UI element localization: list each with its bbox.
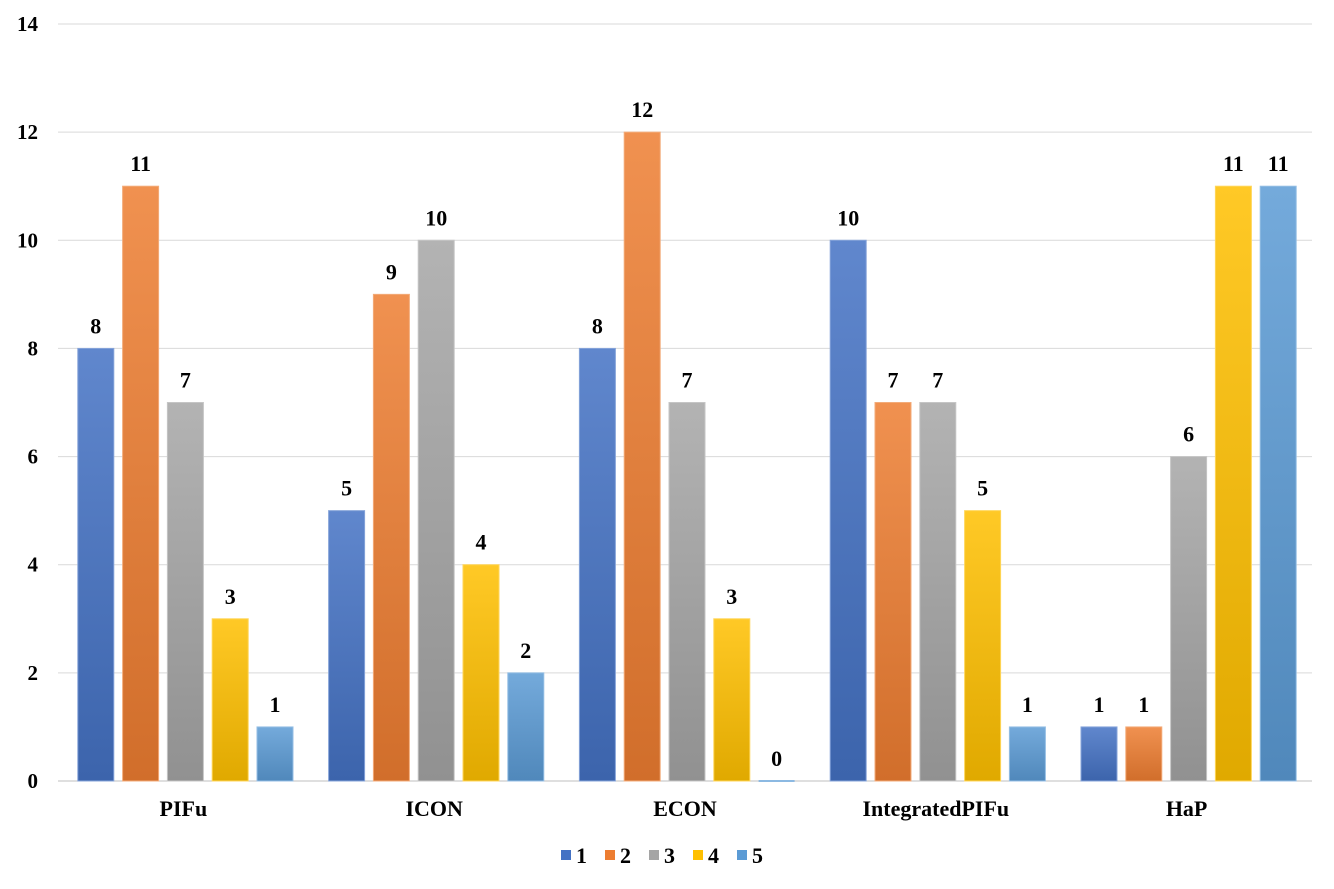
data-label: 0 (771, 746, 782, 771)
legend-swatch (693, 850, 703, 860)
data-label: 10 (837, 205, 859, 230)
bar-ECON-series-4 (713, 618, 751, 782)
bar-HaP-series-1 (1080, 726, 1118, 782)
data-label: 8 (90, 313, 101, 338)
bar-ECON-series-1 (578, 347, 616, 782)
bars (77, 131, 1297, 782)
bar-PIFu-series-5 (256, 726, 294, 782)
bar-ECON-series-3 (668, 402, 706, 782)
y-tick-label: 0 (28, 769, 39, 793)
data-label: 11 (1268, 151, 1289, 176)
data-label: 5 (341, 476, 352, 501)
data-label: 10 (425, 205, 447, 230)
legend-label: 2 (620, 843, 631, 868)
bar-ICON-series-4 (462, 564, 500, 782)
legend-swatch (605, 850, 615, 860)
bar-IntegratedPIFu-series-4 (964, 510, 1002, 782)
data-label: 7 (682, 368, 693, 393)
legend-swatch (649, 850, 659, 860)
data-label: 3 (726, 584, 737, 609)
legend-label: 5 (752, 843, 763, 868)
data-label: 5 (977, 476, 988, 501)
x-category-label: IntegratedPIFu (862, 796, 1009, 821)
bar-ICON-series-2 (372, 293, 410, 782)
bar-HaP-series-5 (1259, 185, 1297, 782)
data-label: 6 (1183, 422, 1194, 447)
legend: 1 2 3 4 5 (561, 843, 763, 868)
data-label: 1 (1138, 692, 1149, 717)
bar-IntegratedPIFu-series-1 (829, 239, 867, 782)
data-label: 9 (386, 259, 397, 284)
data-label: 1 (270, 692, 281, 717)
bar-PIFu-series-2 (122, 185, 160, 782)
bar-IntegratedPIFu-series-2 (874, 402, 912, 782)
x-axis: PIFu ICON ECON IntegratedPIFu HaP (160, 796, 1208, 821)
data-label: 7 (932, 368, 943, 393)
bar-ICON-series-1 (328, 510, 366, 782)
bar-HaP-series-3 (1170, 456, 1208, 782)
bar-ICON-series-5 (507, 672, 545, 782)
data-label: 3 (225, 584, 236, 609)
bar-PIFu-series-1 (77, 347, 115, 782)
bar-IntegratedPIFu-series-5 (1008, 726, 1046, 782)
y-tick-label: 12 (17, 120, 38, 144)
legend-swatch (561, 850, 571, 860)
legend-swatch (737, 850, 747, 860)
bar-HaP-series-2 (1125, 726, 1163, 782)
y-tick-label: 14 (17, 12, 39, 36)
data-label: 1 (1022, 692, 1033, 717)
x-category-label: ICON (405, 796, 463, 821)
x-category-label: ECON (653, 796, 717, 821)
y-tick-label: 10 (17, 228, 38, 252)
data-label: 1 (1094, 692, 1105, 717)
data-label: 7 (180, 368, 191, 393)
data-label: 11 (1223, 151, 1244, 176)
y-axis: 0 2 4 6 8 10 12 14 (17, 12, 39, 793)
bar-PIFu-series-4 (211, 618, 249, 782)
bar-PIFu-series-3 (166, 402, 204, 782)
legend-label: 4 (708, 843, 719, 868)
bar-ICON-series-3 (417, 239, 455, 782)
y-tick-label: 8 (28, 336, 39, 360)
y-tick-label: 2 (28, 661, 39, 685)
data-label: 8 (592, 313, 603, 338)
y-tick-label: 4 (28, 553, 39, 577)
x-category-label: PIFu (160, 796, 208, 821)
legend-label: 3 (664, 843, 675, 868)
data-label: 12 (631, 97, 653, 122)
legend-label: 1 (576, 843, 587, 868)
bar-ECON-series-2 (623, 131, 661, 782)
data-label: 7 (888, 368, 899, 393)
data-label: 11 (130, 151, 151, 176)
bar-HaP-series-4 (1214, 185, 1252, 782)
data-label: 4 (476, 530, 487, 555)
y-tick-label: 6 (28, 445, 39, 469)
data-label: 2 (520, 638, 531, 663)
x-category-label: HaP (1166, 796, 1208, 821)
bar-IntegratedPIFu-series-3 (919, 402, 957, 782)
